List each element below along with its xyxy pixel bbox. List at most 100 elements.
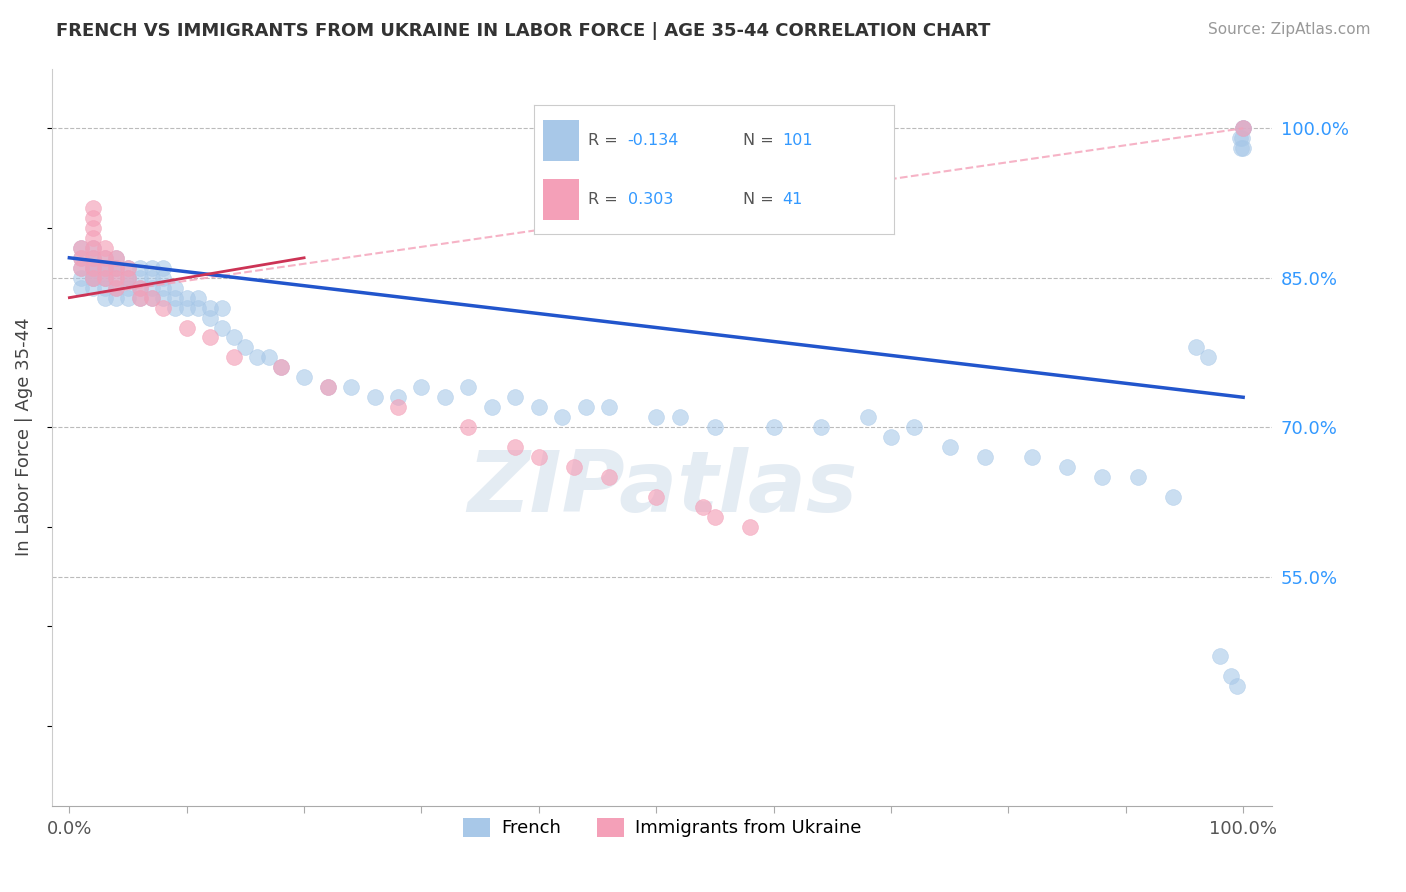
French: [1185, 341, 1208, 355]
French: [292, 370, 315, 384]
French: [551, 410, 574, 425]
Immigrants from Ukraine: [316, 380, 339, 394]
French: [211, 320, 233, 334]
French: [211, 301, 233, 315]
French: [856, 410, 879, 425]
Immigrants from Ukraine: [387, 401, 409, 415]
French: [1226, 679, 1249, 693]
French: [340, 380, 363, 394]
French: [105, 260, 128, 275]
French: [82, 281, 104, 295]
French: [598, 401, 620, 415]
Immigrants from Ukraine: [598, 470, 620, 484]
French: [117, 260, 139, 275]
Immigrants from Ukraine: [70, 241, 93, 255]
French: [363, 390, 385, 404]
French: [457, 380, 479, 394]
Immigrants from Ukraine: [82, 211, 104, 225]
French: [974, 450, 997, 464]
Immigrants from Ukraine: [703, 509, 725, 524]
French: [105, 291, 128, 305]
French: [270, 360, 292, 375]
French: [222, 330, 245, 344]
French: [70, 270, 93, 285]
French: [235, 341, 257, 355]
French: [105, 270, 128, 285]
French: [93, 291, 115, 305]
French: [82, 260, 104, 275]
French: [117, 270, 139, 285]
French: [128, 291, 150, 305]
Immigrants from Ukraine: [82, 251, 104, 265]
French: [128, 281, 150, 295]
French: [645, 410, 668, 425]
Immigrants from Ukraine: [270, 360, 292, 375]
French: [246, 351, 269, 365]
Legend: French, Immigrants from Ukraine: French, Immigrants from Ukraine: [456, 811, 869, 845]
French: [1056, 460, 1078, 475]
Immigrants from Ukraine: [105, 270, 128, 285]
French: [1232, 141, 1254, 155]
French: [152, 291, 174, 305]
Immigrants from Ukraine: [105, 281, 128, 295]
French: [117, 291, 139, 305]
French: [141, 291, 163, 305]
French: [117, 270, 139, 285]
French: [1230, 131, 1253, 145]
Immigrants from Ukraine: [457, 420, 479, 434]
Immigrants from Ukraine: [740, 520, 762, 534]
French: [505, 390, 527, 404]
Immigrants from Ukraine: [222, 351, 245, 365]
French: [82, 270, 104, 285]
French: [668, 410, 690, 425]
French: [152, 260, 174, 275]
French: [176, 301, 198, 315]
French: [93, 260, 115, 275]
Immigrants from Ukraine: [93, 251, 115, 265]
French: [82, 251, 104, 265]
French: [70, 281, 93, 295]
Text: ZIPatlas: ZIPatlas: [467, 447, 858, 530]
French: [810, 420, 832, 434]
Immigrants from Ukraine: [82, 260, 104, 275]
French: [903, 420, 925, 434]
Immigrants from Ukraine: [70, 260, 93, 275]
French: [411, 380, 433, 394]
French: [880, 430, 903, 444]
French: [152, 270, 174, 285]
Text: Source: ZipAtlas.com: Source: ZipAtlas.com: [1208, 22, 1371, 37]
Immigrants from Ukraine: [93, 270, 115, 285]
French: [257, 351, 280, 365]
French: [93, 260, 115, 275]
Immigrants from Ukraine: [1232, 121, 1254, 136]
Immigrants from Ukraine: [527, 450, 550, 464]
Immigrants from Ukraine: [82, 201, 104, 215]
French: [1229, 131, 1251, 145]
French: [128, 260, 150, 275]
French: [1091, 470, 1114, 484]
Immigrants from Ukraine: [141, 291, 163, 305]
Immigrants from Ukraine: [505, 440, 527, 454]
French: [1208, 649, 1230, 664]
French: [1220, 669, 1243, 683]
French: [433, 390, 456, 404]
French: [200, 310, 222, 325]
French: [1232, 121, 1254, 136]
French: [82, 241, 104, 255]
French: [762, 420, 785, 434]
French: [1229, 141, 1251, 155]
French: [93, 270, 115, 285]
Y-axis label: In Labor Force | Age 35-44: In Labor Force | Age 35-44: [15, 318, 32, 557]
Immigrants from Ukraine: [82, 241, 104, 255]
Immigrants from Ukraine: [82, 270, 104, 285]
Immigrants from Ukraine: [93, 260, 115, 275]
French: [70, 241, 93, 255]
French: [1161, 490, 1184, 504]
Immigrants from Ukraine: [117, 260, 139, 275]
French: [938, 440, 960, 454]
French: [316, 380, 339, 394]
Immigrants from Ukraine: [200, 330, 222, 344]
French: [163, 281, 186, 295]
Immigrants from Ukraine: [105, 251, 128, 265]
French: [481, 401, 503, 415]
